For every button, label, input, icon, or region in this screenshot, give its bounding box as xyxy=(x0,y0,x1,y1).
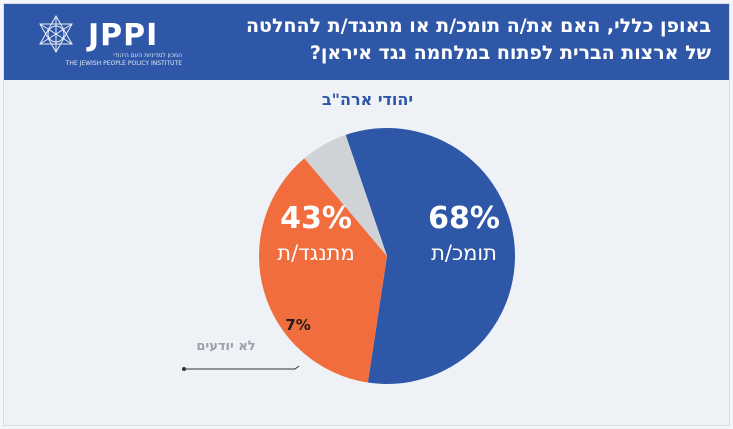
leader-line xyxy=(184,365,300,370)
chart-title: יהודי ארה"ב xyxy=(321,90,414,109)
data-label-unknown-pct: 7% xyxy=(285,316,310,334)
star-of-david-icon xyxy=(39,14,73,54)
data-label-oppose: מתנגד/ת xyxy=(277,241,354,265)
data-label-unknown: לא יודעים xyxy=(196,339,255,354)
header-bar: JPPI המכון למדיניות העם היהודי THE JEWIS… xyxy=(4,4,729,80)
chart-frame: JPPI המכון למדיניות העם היהודי THE JEWIS… xyxy=(3,3,730,426)
pie-slice-unknown xyxy=(304,134,387,256)
chart-area: יהודי ארה"ב 68% תומכ/ת 43% מתנגד/ת 7% לא… xyxy=(4,80,729,425)
data-label-support: תומכ/ת xyxy=(431,241,497,265)
pie-slice-oppose xyxy=(259,158,387,383)
data-label-support-pct: 68% xyxy=(428,201,500,236)
leader-line-end xyxy=(182,367,186,371)
title-line-1: באופן כללי, האם את/ה תומכ/ת או מתנגד/ת ל… xyxy=(246,15,711,37)
jppi-logo: JPPI המכון למדיניות העם היהודי THE JEWIS… xyxy=(18,12,188,72)
title-line-2: של ארצות הברית לפתוח במלחמה נגד איראן? xyxy=(309,42,711,64)
pie-chart: 68% תומכ/ת 43% מתנגד/ת 7% לא יודעים xyxy=(182,128,515,384)
logo-text: JPPI xyxy=(88,18,159,53)
data-label-oppose-pct: 43% xyxy=(280,201,352,236)
question-title: באופן כללי, האם את/ה תומכ/ת או מתנגד/ת ל… xyxy=(191,13,711,67)
logo-subtitle-he: המכון למדיניות העם היהודי xyxy=(113,52,182,59)
pie-slice-support xyxy=(345,128,515,384)
logo-subtitle-en: THE JEWISH PEOPLE POLICY INSTITUTE xyxy=(65,60,182,67)
logo-subtitle: המכון למדיניות העם היהודי THE JEWISH PEO… xyxy=(32,52,182,68)
